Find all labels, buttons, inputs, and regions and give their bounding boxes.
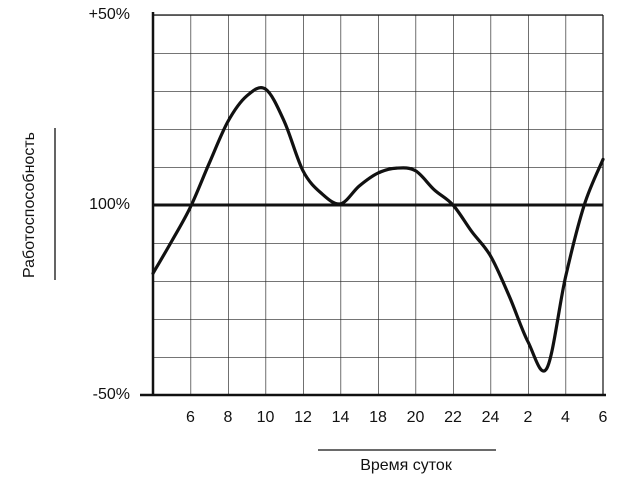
x-axis-title: Время суток	[360, 457, 453, 474]
x-tick-label: 4	[561, 409, 570, 426]
x-tick-label: 12	[294, 409, 312, 426]
x-tick-label: 22	[444, 409, 462, 426]
x-tick-label: 18	[369, 409, 387, 426]
data-line	[151, 86, 605, 373]
x-tick-label: 6	[186, 409, 195, 426]
y-tick-label: -50%	[93, 386, 130, 403]
x-tick-label: 6	[599, 409, 608, 426]
y-tick-label: 100%	[89, 196, 130, 213]
x-tick-label: 10	[257, 409, 275, 426]
y-axis-title: Работоспособность	[21, 132, 38, 278]
y-tick-label: +50%	[89, 6, 130, 23]
x-tick-label: 8	[224, 409, 233, 426]
x-tick-label: 20	[407, 409, 425, 426]
x-tick-label: 14	[332, 409, 350, 426]
x-tick-label: 2	[524, 409, 533, 426]
x-tick-label: 24	[482, 409, 500, 426]
